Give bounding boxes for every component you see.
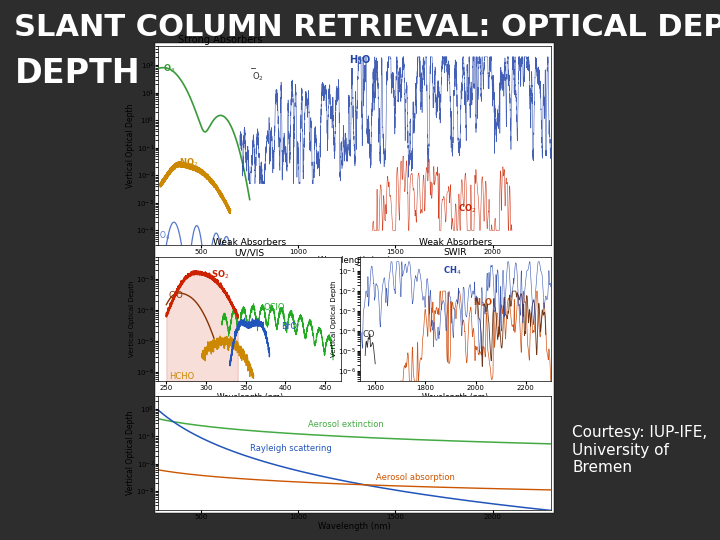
Text: O$_2$: O$_2$	[252, 71, 264, 83]
Text: Courtesy: IUP-IFE,
University of
Bremen: Courtesy: IUP-IFE, University of Bremen	[572, 426, 708, 475]
X-axis label: Wavelength (nm): Wavelength (nm)	[423, 393, 489, 402]
Y-axis label: Vertical Optical Depth: Vertical Optical Depth	[126, 411, 135, 495]
Text: BrO: BrO	[282, 321, 297, 330]
Text: OClO: OClO	[264, 303, 284, 312]
Text: HCHO: HCHO	[168, 372, 194, 381]
Text: DEPTH: DEPTH	[14, 57, 140, 90]
Text: ClO: ClO	[168, 291, 184, 300]
Text: N$_2$O: N$_2$O	[473, 296, 492, 308]
X-axis label: Wavelength (nm): Wavelength (nm)	[318, 522, 391, 531]
Title: Weak Absorbers
SWIR: Weak Absorbers SWIR	[419, 238, 492, 257]
Text: Aerosol extinction: Aerosol extinction	[308, 420, 384, 429]
Text: Strong Absorbers: Strong Absorbers	[178, 35, 262, 45]
Text: NO$_2$: NO$_2$	[179, 157, 198, 170]
Text: CO: CO	[362, 330, 374, 339]
Title: Weak Absorbers
UV/VIS: Weak Absorbers UV/VIS	[213, 238, 287, 257]
Text: Aerosol absorption: Aerosol absorption	[376, 473, 455, 482]
Y-axis label: Vertical Optical Depth: Vertical Optical Depth	[126, 103, 135, 187]
Text: CH$_4$: CH$_4$	[443, 264, 462, 276]
Text: SO$_2$: SO$_2$	[211, 269, 229, 281]
Text: O$_4$: O$_4$	[159, 230, 170, 242]
Text: Rayleigh scattering: Rayleigh scattering	[250, 444, 331, 453]
Text: SLANT COLUMN RETRIEVAL: OPTICAL DEPTH: SLANT COLUMN RETRIEVAL: OPTICAL DEPTH	[14, 14, 720, 43]
Text: H$_2$O: H$_2$O	[348, 53, 372, 67]
Text: O$_3$: O$_3$	[163, 62, 175, 75]
X-axis label: Wavelength (nm): Wavelength (nm)	[217, 393, 283, 402]
X-axis label: Wavelength (nm): Wavelength (nm)	[318, 256, 391, 266]
Y-axis label: Vertical Optical Depth: Vertical Optical Depth	[129, 281, 135, 357]
Text: CO$_2$: CO$_2$	[457, 202, 476, 215]
Y-axis label: Vertical Optical Depth: Vertical Optical Depth	[330, 281, 337, 357]
